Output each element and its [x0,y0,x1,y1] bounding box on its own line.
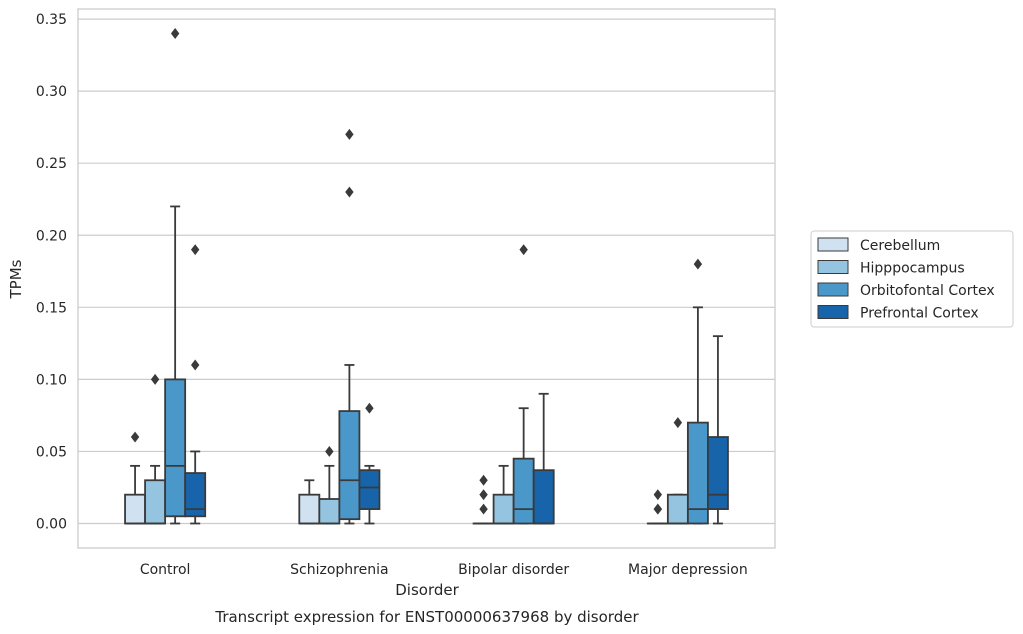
box-2-0 [164,28,187,525]
box-3-1 [358,402,381,525]
legend-swatch [817,282,849,297]
outlier-point [653,503,663,515]
box-1-0 [144,373,167,525]
outlier-point [345,186,354,198]
outlier-point [190,244,200,256]
legend-label: Orbitofontal Cortex [860,283,995,299]
y-tick-label: 0.20 [36,228,67,244]
iqr-box [707,436,729,510]
outlier-point [693,258,703,270]
outlier-point [519,244,528,256]
iqr-box [338,410,361,521]
x-axis-ticks: Control Schizophrenia Bipolar disorder Majo… [140,562,748,578]
legend: Cerebellum Hipppocampus Orbitofontal Corte… [810,230,1014,328]
y-tick-label: 0.00 [36,517,67,533]
outlier-point [479,489,488,501]
box-0-2 [472,474,495,525]
iqr-box [532,469,555,525]
box-3-0 [184,244,207,525]
y-tick-label: 0.30 [36,84,67,100]
box-1-1 [318,445,341,525]
legend-frame [810,230,1014,328]
box-2-1 [338,128,361,525]
outlier-point [673,417,683,429]
y-axis-label: TPMs [7,259,25,299]
iqr-box [358,469,381,510]
y-tick-label: 0.05 [36,444,67,460]
iqr-box [124,493,146,525]
figure-caption: Transcript expression for ENST0000063796… [214,608,639,626]
plot-area-frame [77,8,776,549]
outlier-point [150,373,160,385]
legend-swatch [817,305,849,319]
legend-label: Hipppocampus [860,261,965,277]
box-0-1 [298,479,321,525]
iqr-box [144,479,167,525]
box-0-0 [124,431,146,525]
iqr-box [512,457,535,525]
y-tick-label: 0.10 [36,372,67,388]
box-1-3 [666,417,689,525]
x-tick-label: Schizophrenia [290,562,388,578]
box-3-3 [707,335,729,525]
outlier-point [170,28,180,39]
x-tick-label: Major depression [628,562,748,578]
outlier-point [479,503,488,515]
iqr-box [492,493,515,525]
legend-label: Cerebellum [860,238,940,254]
x-tick-label: Control [140,562,191,578]
y-axis-ticks: 0.00 0.05 0.10 0.15 0.20 0.25 0.30 0.35 [36,12,67,532]
y-tick-label: 0.15 [36,300,67,316]
outlier-point [365,402,374,414]
outlier-point [190,359,200,371]
box-groups [124,28,729,525]
outlier-point [653,489,663,501]
box-0-3 [646,489,669,525]
iqr-box [666,493,689,525]
outlier-point [130,431,140,443]
iqr-box [184,472,207,518]
box-1-2 [492,464,515,525]
x-axis-label: Disorder [395,581,459,599]
box-2-2 [512,244,535,525]
iqr-box [164,378,187,518]
outlier-point [325,445,334,457]
iqr-box [298,493,321,525]
outlier-point [479,474,488,486]
y-tick-label: 0.25 [36,156,67,172]
legend-swatch [817,260,849,274]
legend-label: Prefrontal Cortex [860,306,979,322]
x-tick-label: Bipolar disorder [458,562,569,578]
y-tick-label: 0.35 [36,12,67,28]
iqr-box [318,498,341,525]
box-3-2 [532,392,555,525]
outlier-point [345,128,354,140]
legend-swatch [817,237,849,252]
box-2-3 [686,258,709,525]
